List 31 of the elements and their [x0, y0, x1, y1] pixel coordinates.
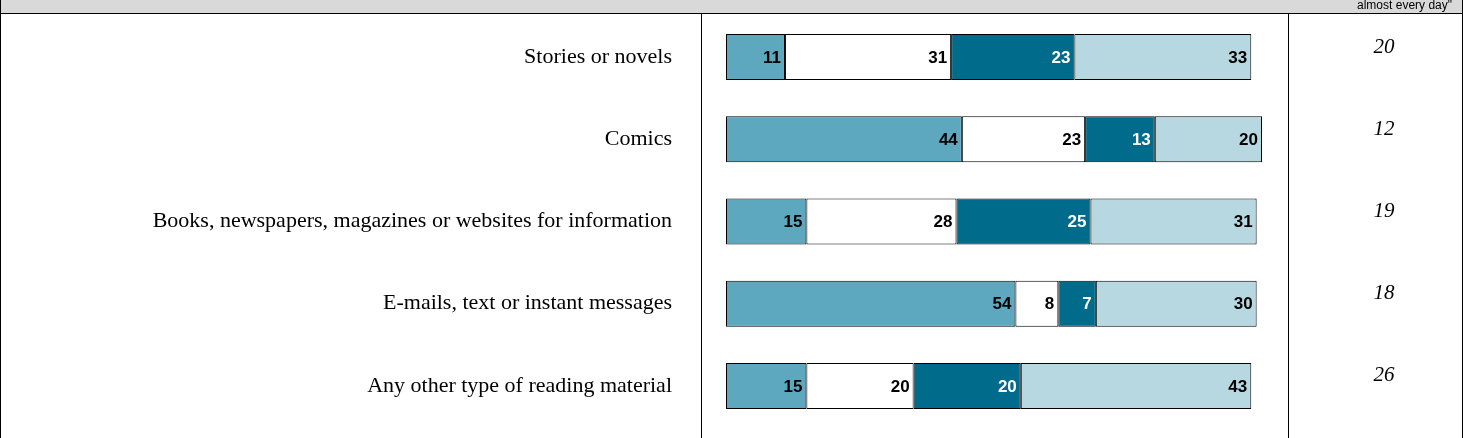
data-label: 15 [783, 212, 803, 232]
data-label: 43 [1228, 376, 1248, 396]
y-tick-label: Stories or novels [524, 42, 672, 68]
data-label: 54 [992, 294, 1012, 314]
data-label: 33 [1228, 47, 1248, 67]
data-label: 20 [1239, 129, 1258, 149]
text: 26 [1373, 362, 1395, 387]
data-label: 30 [1233, 294, 1253, 314]
data-label: 23 [1062, 129, 1082, 149]
text: 20 [1373, 33, 1395, 58]
y-tick-label: Comics [604, 125, 672, 151]
y-tick-label: Any other type of reading material [367, 371, 672, 397]
data-label: 7 [1082, 294, 1092, 314]
text: 19 [1373, 198, 1395, 223]
data-label: 44 [938, 129, 959, 149]
data-label: 31 [1233, 212, 1253, 232]
text: 18 [1373, 280, 1395, 305]
data-label: 28 [933, 212, 953, 232]
data-label: 11 [762, 47, 781, 67]
y-tick-label: Books, newspapers, magazines or websites for information [152, 207, 672, 233]
data-label: 13 [1131, 129, 1151, 149]
y-tick-label: E-mails, text or instant messages [383, 289, 672, 315]
data-label: 25 [1067, 212, 1087, 232]
table-header: almost every day" [0, 0, 1463, 14]
data-label: 23 [1051, 47, 1071, 67]
data-label: 20 [997, 376, 1017, 396]
data-label: 20 [890, 376, 910, 396]
data-label: 15 [783, 376, 803, 396]
data-label: 8 [1044, 294, 1055, 314]
data-label: 31 [928, 47, 948, 67]
text: 12 [1373, 115, 1395, 140]
